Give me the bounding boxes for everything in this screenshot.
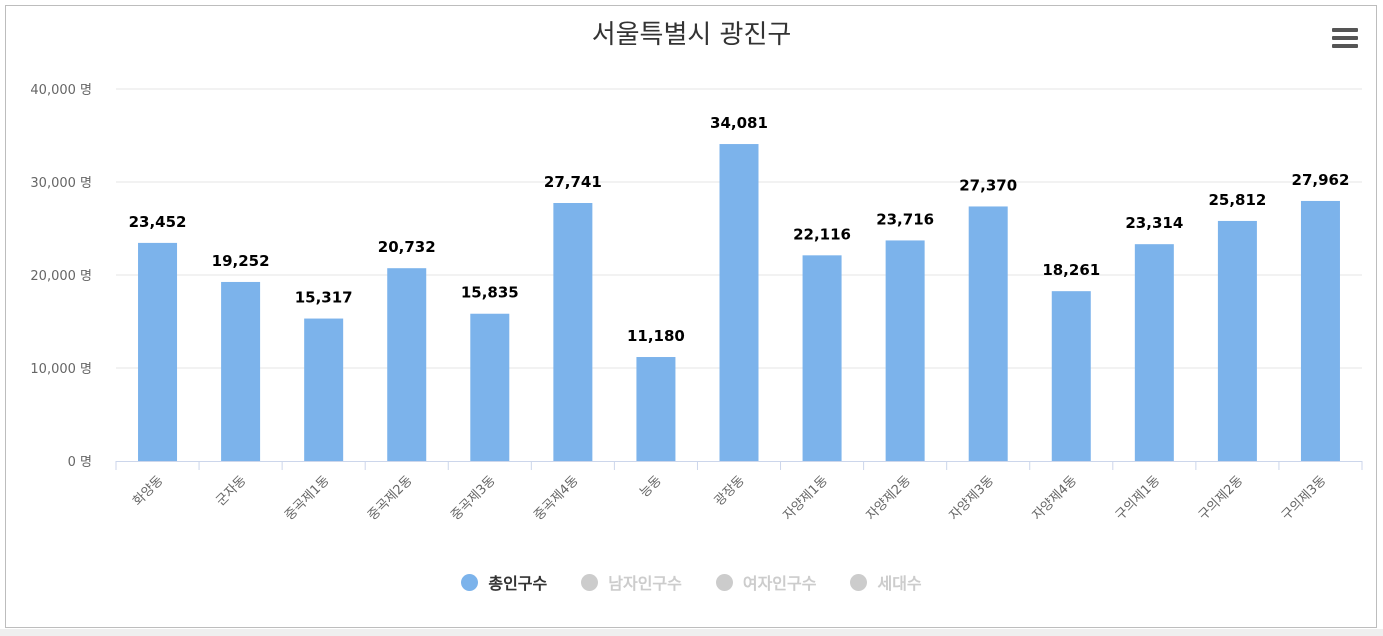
y-tick-label: 0 명 bbox=[68, 455, 92, 470]
bar[interactable] bbox=[221, 281, 261, 461]
legend-label: 총인구수 bbox=[488, 574, 548, 593]
data-label: 15,317 bbox=[295, 289, 353, 307]
legend-label: 세대수 bbox=[877, 574, 922, 593]
bottom-strip bbox=[0, 629, 1383, 636]
x-tick-label: 자양제2동 bbox=[864, 473, 914, 523]
legend-marker-icon bbox=[461, 573, 479, 591]
data-label: 27,962 bbox=[1292, 171, 1350, 189]
bar[interactable] bbox=[719, 144, 759, 462]
data-label: 20,732 bbox=[378, 238, 436, 256]
bar[interactable] bbox=[968, 206, 1008, 461]
legend-item[interactable]: 세대수 bbox=[850, 570, 922, 594]
bar[interactable] bbox=[553, 203, 593, 461]
data-label: 19,252 bbox=[212, 252, 270, 270]
legend-marker-icon bbox=[715, 573, 733, 591]
legend-item[interactable]: 여자인구수 bbox=[715, 570, 817, 594]
bar[interactable] bbox=[138, 242, 178, 461]
x-tick-label: 중곡제2동 bbox=[365, 473, 415, 523]
y-tick-label: 10,000 명 bbox=[30, 362, 92, 377]
data-label: 25,812 bbox=[1208, 191, 1266, 209]
legend-marker-icon bbox=[850, 573, 868, 591]
bar[interactable] bbox=[1051, 291, 1091, 461]
bar[interactable] bbox=[802, 255, 842, 461]
chart-title: 서울특별시 광진구 bbox=[591, 20, 792, 50]
x-tick-label: 중곡제4동 bbox=[531, 473, 581, 523]
bar[interactable] bbox=[885, 240, 925, 461]
hamburger-menu-icon[interactable] bbox=[1330, 28, 1360, 52]
bar[interactable] bbox=[1300, 200, 1340, 461]
bar[interactable] bbox=[1134, 244, 1174, 461]
bar[interactable] bbox=[304, 318, 344, 461]
bar[interactable] bbox=[1217, 220, 1257, 461]
y-tick-label: 40,000 명 bbox=[30, 83, 92, 98]
data-label: 34,081 bbox=[710, 114, 768, 132]
x-tick-label: 구의제2동 bbox=[1196, 473, 1246, 523]
x-tick-label: 군자동 bbox=[213, 473, 249, 509]
bar[interactable] bbox=[470, 313, 510, 461]
x-tick-label: 자양제4동 bbox=[1030, 473, 1080, 523]
y-tick-label: 30,000 명 bbox=[30, 176, 92, 191]
x-tick-label: 구의제3동 bbox=[1279, 473, 1329, 523]
legend: 총인구수 남자인구수 여자인구수 세대수 bbox=[0, 570, 1383, 594]
legend-item[interactable]: 남자인구수 bbox=[581, 570, 682, 594]
legend-marker-icon bbox=[581, 573, 599, 591]
data-label: 23,314 bbox=[1125, 214, 1183, 232]
data-label: 23,452 bbox=[129, 213, 187, 231]
x-tick-label: 중곡제1동 bbox=[282, 473, 332, 523]
legend-label: 남자인구수 bbox=[608, 574, 682, 593]
x-tick-label: 자양제3동 bbox=[947, 473, 997, 523]
data-label: 27,741 bbox=[544, 173, 602, 191]
x-tick-label: 능동 bbox=[637, 473, 665, 501]
legend-item[interactable]: 총인구수 bbox=[461, 570, 547, 594]
x-tick-label: 자양제1동 bbox=[781, 473, 831, 523]
y-tick-label: 20,000 명 bbox=[30, 269, 92, 284]
data-label: 18,261 bbox=[1042, 261, 1100, 279]
data-label: 15,835 bbox=[461, 284, 519, 302]
legend-label: 여자인구수 bbox=[742, 574, 817, 593]
bar[interactable] bbox=[387, 268, 427, 461]
data-label: 11,180 bbox=[627, 327, 685, 345]
x-tick-label: 화양동 bbox=[130, 473, 166, 509]
data-label: 27,370 bbox=[959, 176, 1017, 194]
x-tick-label: 광장동 bbox=[712, 473, 748, 509]
data-label: 23,716 bbox=[876, 210, 934, 228]
data-label: 22,116 bbox=[793, 225, 851, 243]
bar[interactable] bbox=[636, 357, 676, 461]
x-tick-label: 중곡제3동 bbox=[448, 473, 498, 523]
x-tick-label: 구의제1동 bbox=[1113, 473, 1163, 523]
